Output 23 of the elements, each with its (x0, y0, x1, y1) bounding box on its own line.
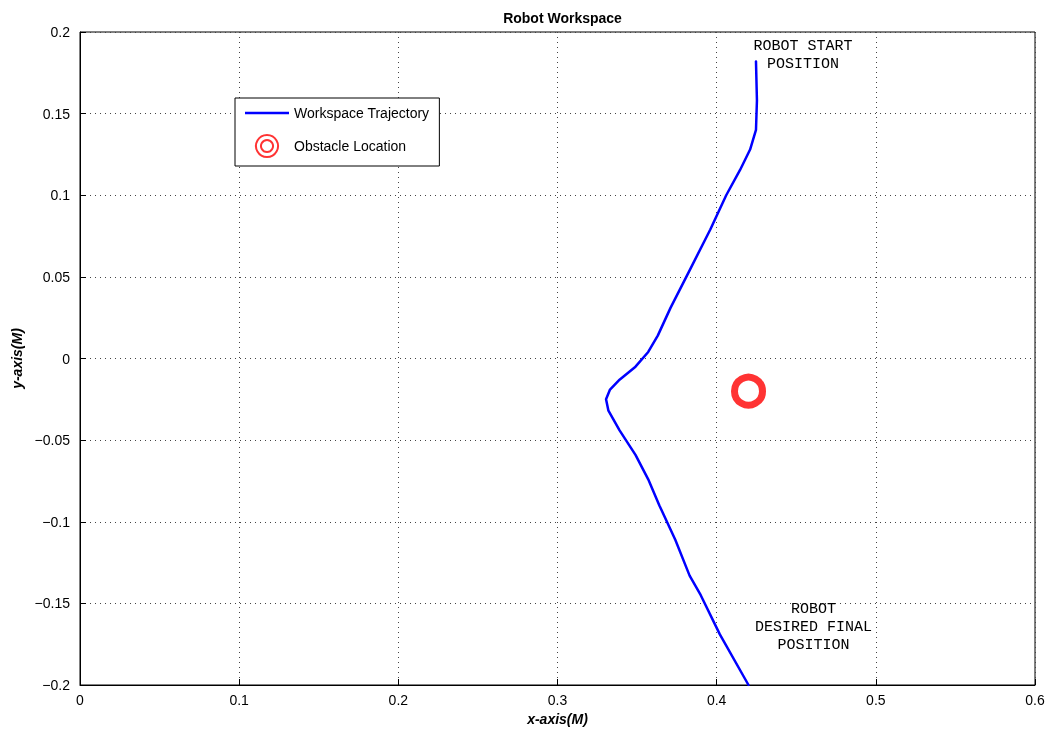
x-tick-label: 0.1 (229, 692, 250, 708)
y-tick-label: 0.1 (50, 187, 71, 204)
y-tick-label: 0.2 (50, 24, 71, 40)
y-tick-label: 0.05 (42, 268, 71, 285)
x-tick-label: 0 (76, 692, 85, 708)
x-tick-label: 0.6 (1025, 692, 1045, 708)
y-tick-label: 0.15 (42, 105, 71, 122)
y-axis-title: y-axis(M) (8, 327, 25, 390)
x-axis-title: x-axis(M) (526, 710, 589, 727)
x-tick-label: 0.5 (866, 692, 886, 708)
chart-title: Robot Workspace (503, 10, 623, 26)
x-tick-label: 0.3 (547, 692, 568, 708)
legend-label: Workspace Trajectory (294, 105, 430, 121)
y-tick-label: −0.05 (34, 432, 71, 449)
legend-label: Obstacle Location (294, 138, 407, 154)
annotation: ROBOT START POSITION (753, 37, 853, 73)
x-tick-label: 0.4 (706, 692, 727, 708)
y-tick-label: −0.2 (42, 677, 71, 693)
y-tick-label: −0.15 (34, 595, 71, 612)
y-tick-label: 0 (62, 350, 71, 367)
x-tick-label: 0.2 (388, 692, 409, 708)
annotation: ROBOT DESIRED FINAL POSITION (754, 600, 873, 654)
y-tick-label: −0.1 (42, 513, 71, 530)
